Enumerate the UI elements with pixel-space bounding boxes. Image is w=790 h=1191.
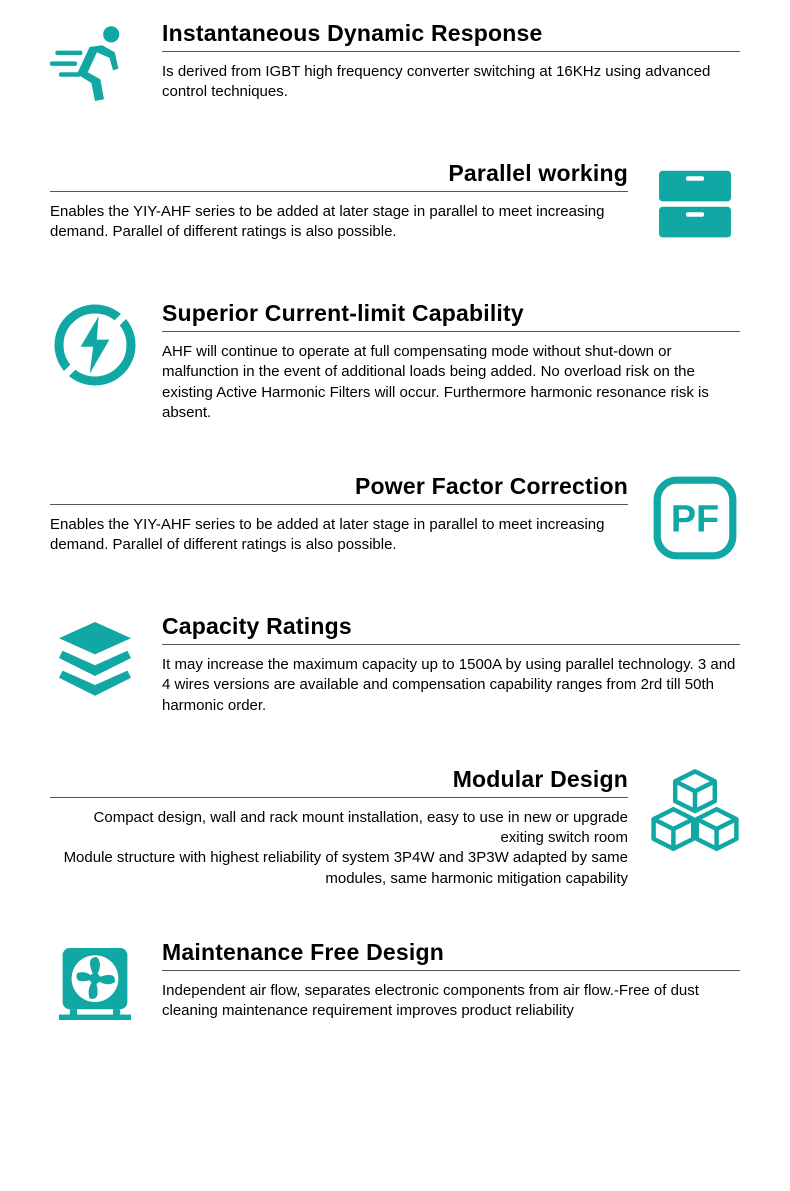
feature-body: Enables the YIY-AHF series to be added a… [50,202,628,243]
feature-body: Independent air flow, separates electron… [162,981,740,1022]
feature-body: Compact design, wall and rack mount inst… [50,808,628,889]
layers-icon [50,613,140,703]
feature-body: Is derived from IGBT high frequency conv… [162,62,740,103]
pf-icon: PF [650,473,740,563]
feature-title: Capacity Ratings [162,613,740,645]
feature-body: It may increase the maximum capacity up … [162,655,740,716]
feature-title: Power Factor Correction [50,473,628,505]
feature-title: Superior Current-limit Capability [162,300,740,332]
feature-title: Parallel working [50,160,628,192]
cubes-icon [650,766,740,856]
svg-text:PF: PF [671,499,719,541]
feature-pf: PF Power Factor Correction Enables the Y… [50,473,740,563]
feature-text: Instantaneous Dynamic Response Is derive… [162,20,740,103]
fan-icon [50,939,140,1029]
feature-body: AHF will continue to operate at full com… [162,342,740,423]
feature-modular: Modular Design Compact design, wall and … [50,766,740,889]
bolt-circle-icon [50,300,140,390]
feature-text: Parallel working Enables the YIY-AHF ser… [50,160,628,243]
feature-dynamic: Instantaneous Dynamic Response Is derive… [50,20,740,110]
feature-maintenance: Maintenance Free Design Independent air … [50,939,740,1029]
feature-title: Instantaneous Dynamic Response [162,20,740,52]
feature-text: Maintenance Free Design Independent air … [162,939,740,1022]
feature-title: Modular Design [50,766,628,798]
feature-text: Modular Design Compact design, wall and … [50,766,628,889]
feature-text: Power Factor Correction Enables the YIY-… [50,473,628,556]
feature-parallel: Parallel working Enables the YIY-AHF ser… [50,160,740,250]
feature-text: Superior Current-limit Capability AHF wi… [162,300,740,423]
feature-text: Capacity Ratings It may increase the max… [162,613,740,716]
feature-currentlimit: Superior Current-limit Capability AHF wi… [50,300,740,423]
drawers-icon [650,160,740,250]
feature-capacity: Capacity Ratings It may increase the max… [50,613,740,716]
feature-title: Maintenance Free Design [162,939,740,971]
runner-icon [50,20,140,110]
feature-body: Enables the YIY-AHF series to be added a… [50,515,628,556]
